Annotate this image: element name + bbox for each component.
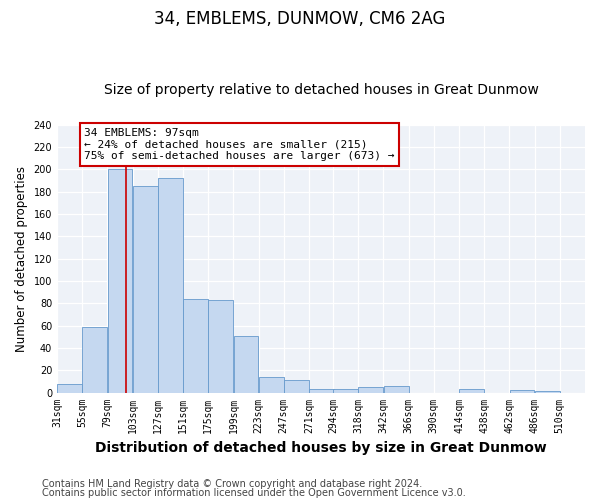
Title: Size of property relative to detached houses in Great Dunmow: Size of property relative to detached ho… bbox=[104, 83, 538, 97]
Bar bbox=[57, 384, 82, 392]
Bar bbox=[82, 326, 107, 392]
Text: 34 EMBLEMS: 97sqm
← 24% of detached houses are smaller (215)
75% of semi-detache: 34 EMBLEMS: 97sqm ← 24% of detached hous… bbox=[85, 128, 395, 161]
Text: 34, EMBLEMS, DUNMOW, CM6 2AG: 34, EMBLEMS, DUNMOW, CM6 2AG bbox=[154, 10, 446, 28]
Bar bbox=[284, 380, 309, 392]
Bar bbox=[158, 178, 183, 392]
Y-axis label: Number of detached properties: Number of detached properties bbox=[15, 166, 28, 352]
Bar bbox=[107, 169, 133, 392]
X-axis label: Distribution of detached houses by size in Great Dunmow: Distribution of detached houses by size … bbox=[95, 441, 547, 455]
Text: Contains public sector information licensed under the Open Government Licence v3: Contains public sector information licen… bbox=[42, 488, 466, 498]
Bar bbox=[233, 336, 259, 392]
Bar bbox=[259, 377, 284, 392]
Bar bbox=[358, 387, 383, 392]
Bar bbox=[509, 390, 535, 392]
Bar bbox=[309, 389, 334, 392]
Bar bbox=[383, 386, 409, 392]
Bar bbox=[459, 389, 484, 392]
Bar bbox=[208, 300, 233, 392]
Bar bbox=[133, 186, 158, 392]
Text: Contains HM Land Registry data © Crown copyright and database right 2024.: Contains HM Land Registry data © Crown c… bbox=[42, 479, 422, 489]
Bar bbox=[183, 299, 208, 392]
Bar bbox=[333, 389, 358, 392]
